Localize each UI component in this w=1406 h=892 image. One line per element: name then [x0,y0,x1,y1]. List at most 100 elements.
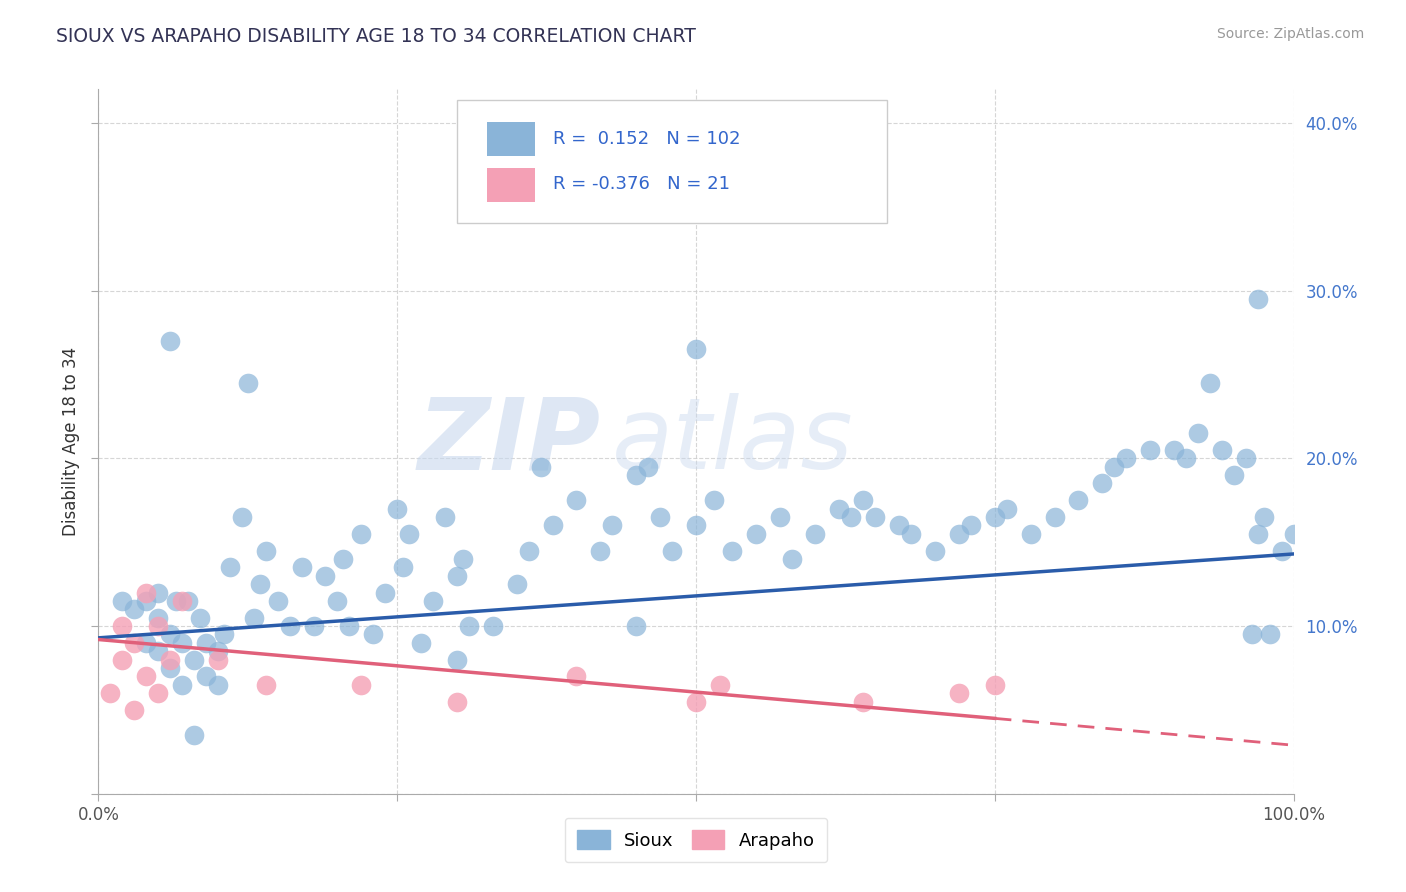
Point [1247,526,1270,541]
Point [1067,493,1090,508]
Point [1043,510,1066,524]
Point [458,619,481,633]
Point [159,653,181,667]
Point [254,543,277,558]
Point [602,518,624,533]
Point [1115,451,1137,466]
Point [1247,292,1270,306]
Text: R = -0.376   N = 21: R = -0.376 N = 21 [553,176,730,194]
Point [207,678,229,692]
Point [278,619,301,633]
Legend: Sioux, Arapaho: Sioux, Arapaho [565,818,827,863]
Point [374,585,396,599]
Point [422,594,444,608]
Point [685,343,707,357]
Point [135,594,157,608]
Point [960,518,983,533]
Point [565,669,588,683]
Point [1240,627,1263,641]
Point [1211,442,1233,457]
Point [302,619,325,633]
Point [177,594,200,608]
Point [231,510,253,524]
Text: ZIP: ZIP [418,393,600,490]
Point [195,669,218,683]
Point [159,334,181,348]
Point [865,510,887,524]
Point [291,560,314,574]
Point [135,669,157,683]
Point [98,686,122,700]
Point [332,552,354,566]
Point [948,686,970,700]
Point [326,594,349,608]
Point [111,594,134,608]
Point [207,653,229,667]
Point [446,568,468,582]
Point [780,552,803,566]
Point [267,594,290,608]
Point [446,695,468,709]
Point [249,577,271,591]
Point [148,585,170,599]
Point [1282,526,1305,541]
Point [385,501,409,516]
Point [1139,442,1161,457]
Point [530,459,553,474]
Point [1223,468,1246,483]
Text: atlas: atlas [613,393,853,490]
Point [565,493,588,508]
FancyBboxPatch shape [486,122,534,156]
Point [626,619,648,633]
Point [1163,442,1185,457]
Point [841,510,863,524]
Point [517,543,540,558]
Point [685,695,707,709]
Point [685,518,707,533]
Text: R =  0.152   N = 102: R = 0.152 N = 102 [553,129,740,147]
Point [148,611,170,625]
Point [709,678,731,692]
Point [589,543,612,558]
Point [506,577,529,591]
Point [1253,510,1275,524]
Point [398,526,420,541]
Text: Source: ZipAtlas.com: Source: ZipAtlas.com [1216,27,1364,41]
FancyBboxPatch shape [486,168,534,202]
Point [124,602,146,616]
Point [172,636,194,650]
Point [392,560,415,574]
Point [626,468,648,483]
Point [948,526,970,541]
Point [411,636,433,650]
Point [1091,476,1114,491]
Point [541,518,564,533]
Point [451,552,474,566]
Point [745,526,768,541]
Point [111,653,134,667]
Point [703,493,725,508]
Point [1187,426,1209,441]
Point [172,678,194,692]
Point [1271,543,1294,558]
Point [350,678,373,692]
Point [148,686,170,700]
Point [924,543,946,558]
Point [188,611,211,625]
Point [852,493,875,508]
Point [243,611,266,625]
Point [852,695,875,709]
Point [434,510,457,524]
Point [1258,627,1281,641]
Point [481,619,505,633]
Point [148,644,170,658]
Point [172,594,194,608]
Point [768,510,790,524]
Y-axis label: Disability Age 18 to 34: Disability Age 18 to 34 [62,347,80,536]
Point [363,627,385,641]
Point [637,459,659,474]
Point [995,501,1018,516]
Point [183,653,205,667]
Point [159,661,181,675]
Point [165,594,187,608]
